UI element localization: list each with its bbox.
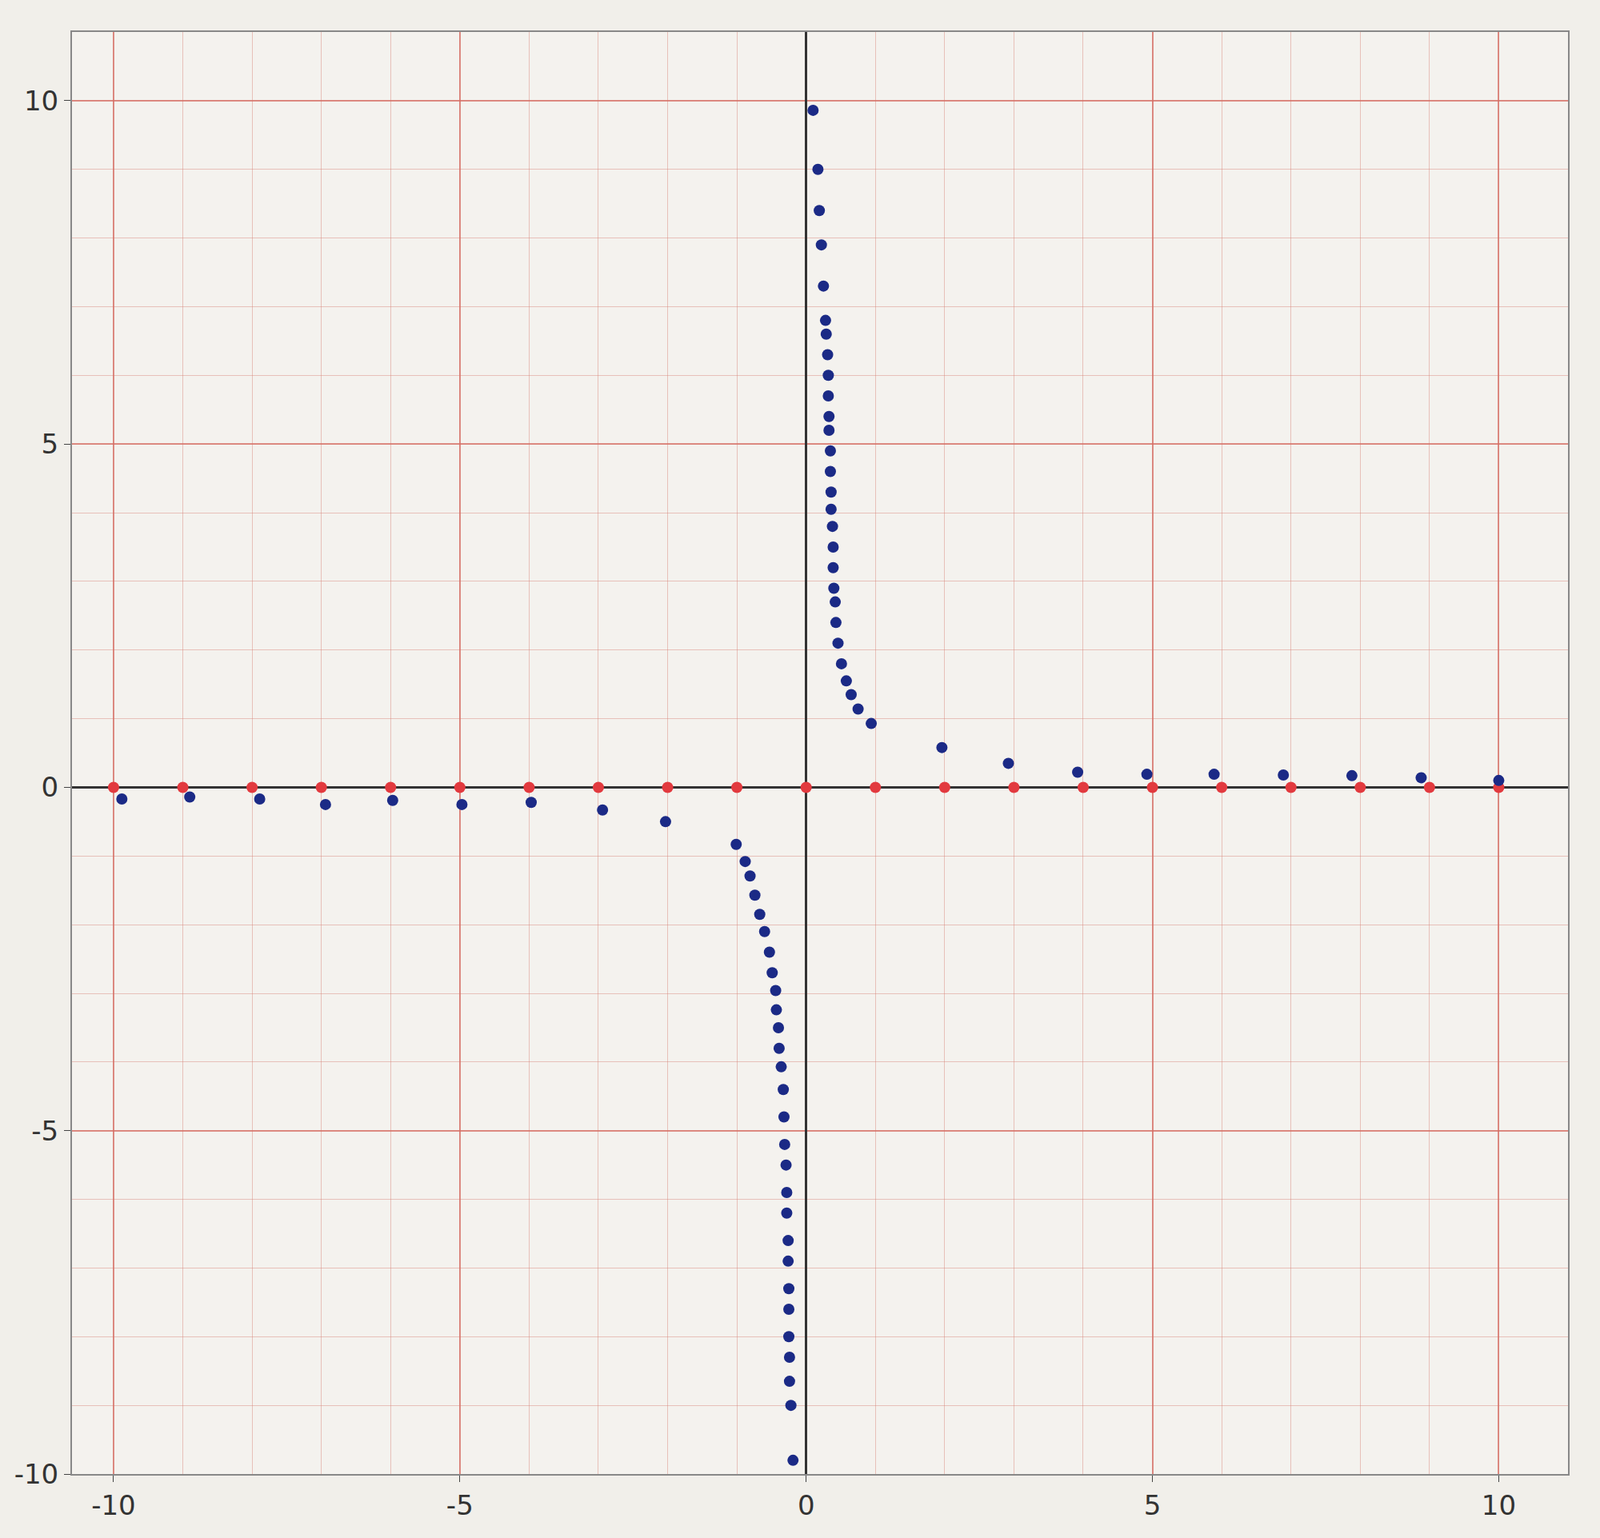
svg-text:0: 0 <box>797 1489 816 1522</box>
svg-text:10: 10 <box>24 84 59 117</box>
svg-text:-10: -10 <box>91 1489 136 1522</box>
svg-text:-10: -10 <box>14 1458 60 1491</box>
svg-text:10: 10 <box>1481 1489 1516 1522</box>
svg-text:-5: -5 <box>31 1115 59 1148</box>
svg-text:0: 0 <box>41 771 60 804</box>
svg-text:-5: -5 <box>446 1489 474 1522</box>
svg-text:5: 5 <box>41 428 60 460</box>
svg-text:5: 5 <box>1144 1489 1162 1522</box>
